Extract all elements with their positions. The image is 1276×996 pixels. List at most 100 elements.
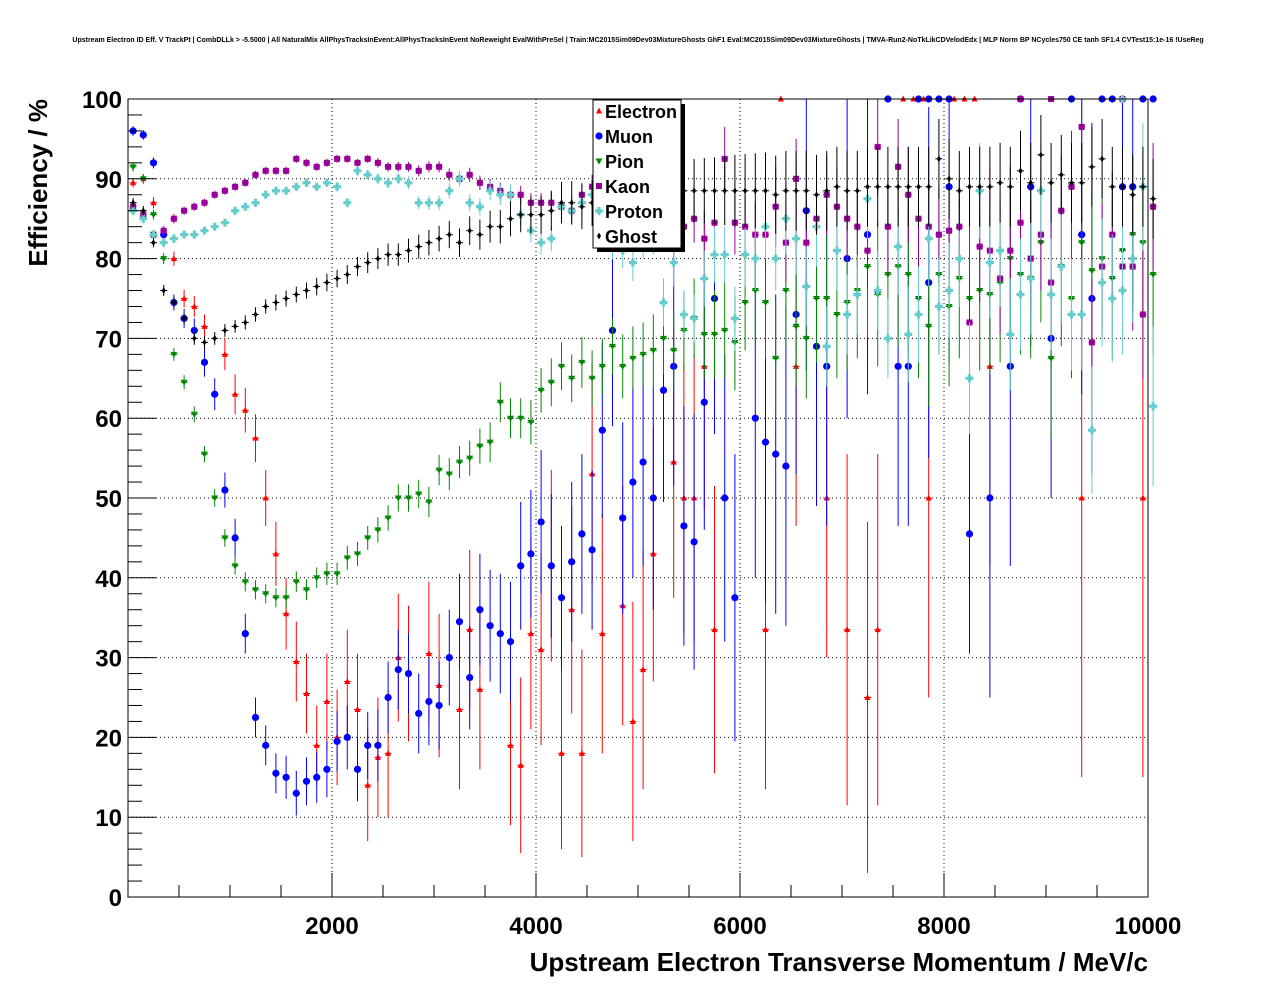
data-point <box>518 211 523 219</box>
data-point <box>159 238 168 247</box>
data-point <box>283 167 290 174</box>
data-point <box>241 630 249 638</box>
data-point <box>700 274 709 283</box>
data-point <box>896 183 901 191</box>
data-point <box>1130 191 1135 199</box>
data-point <box>1087 426 1096 435</box>
data-point <box>486 439 494 446</box>
data-point <box>568 375 576 382</box>
data-point <box>445 471 453 478</box>
data-point <box>947 175 952 183</box>
data-point <box>243 318 248 326</box>
data-point <box>782 462 790 470</box>
data-point <box>558 363 565 370</box>
data-point <box>598 426 606 434</box>
data-point <box>547 379 555 386</box>
data-point <box>396 251 401 259</box>
data-point <box>292 579 300 586</box>
data-point <box>446 171 453 178</box>
data-point <box>395 163 402 170</box>
data-point <box>822 342 831 351</box>
data-point <box>721 327 729 334</box>
data-point <box>712 187 717 195</box>
data-point <box>498 223 503 231</box>
data-point <box>496 630 504 638</box>
data-point <box>1120 183 1125 191</box>
data-point <box>1078 240 1086 247</box>
legend: Electron Muon Pion Kaon Proton Ghost <box>592 99 685 252</box>
data-point <box>303 690 310 697</box>
data-point <box>771 254 780 263</box>
data-point <box>873 286 882 295</box>
data-point <box>1108 294 1117 303</box>
data-point <box>802 335 810 342</box>
data-point <box>221 535 229 542</box>
data-point <box>425 697 433 706</box>
y-tick-label: 0 <box>109 885 122 912</box>
data-point <box>1057 262 1066 271</box>
data-point <box>323 159 330 166</box>
data-point <box>232 390 239 397</box>
data-point <box>539 211 544 219</box>
legend-box <box>592 99 682 249</box>
data-point <box>1026 274 1035 283</box>
data-point <box>508 215 513 223</box>
data-point <box>1088 339 1095 346</box>
data-point <box>251 198 260 207</box>
legend-label-ghost: Ghost <box>605 227 657 247</box>
data-point <box>906 183 911 191</box>
data-point <box>386 251 391 259</box>
data-point <box>1118 286 1127 295</box>
data-point <box>1008 183 1013 191</box>
data-point <box>527 630 534 637</box>
data-point <box>679 310 688 319</box>
data-point <box>507 415 514 422</box>
data-point <box>1098 278 1107 287</box>
data-point <box>200 226 209 235</box>
data-point <box>334 155 341 162</box>
data-point <box>405 163 412 170</box>
data-point <box>231 534 239 542</box>
data-point <box>692 187 697 195</box>
data-point <box>1017 219 1024 226</box>
axis-ticks: 0 10 20 30 40 50 60 70 80 90 100 2000 4000 6000 8000 10… <box>82 87 1181 940</box>
data-point <box>865 183 870 191</box>
data-point <box>476 443 484 450</box>
data-point <box>619 514 627 522</box>
data-point <box>211 191 218 198</box>
legend-marker-kaon <box>596 183 602 189</box>
data-point <box>343 555 351 562</box>
data-point <box>732 187 737 195</box>
x-axis-title: Upstream Electron Transverse Momentum / … <box>530 947 1148 977</box>
data-point <box>294 291 299 299</box>
data-point <box>282 773 290 781</box>
data-point <box>130 179 137 186</box>
data-point <box>406 247 411 255</box>
data-point <box>762 299 769 306</box>
data-point <box>1047 290 1056 299</box>
data-point <box>447 231 452 239</box>
data-point <box>741 250 750 259</box>
data-point <box>465 198 474 207</box>
data-point <box>894 242 903 251</box>
data-point <box>190 326 198 335</box>
data-point <box>160 256 168 263</box>
data-point <box>293 155 300 162</box>
data-point <box>251 713 260 722</box>
data-point <box>415 491 423 498</box>
data-point <box>302 178 311 187</box>
data-point <box>1067 310 1076 319</box>
data-point <box>303 587 310 594</box>
data-point <box>139 214 148 223</box>
data-point <box>384 178 393 187</box>
data-point <box>424 198 433 207</box>
data-point <box>1077 310 1086 319</box>
data-point <box>702 187 707 195</box>
data-point <box>977 183 982 191</box>
data-point <box>416 243 421 251</box>
data-point <box>293 658 300 665</box>
data-point <box>150 212 157 219</box>
y-tick-label: 10 <box>95 805 122 832</box>
data-point <box>803 239 810 246</box>
data-point <box>517 191 524 198</box>
